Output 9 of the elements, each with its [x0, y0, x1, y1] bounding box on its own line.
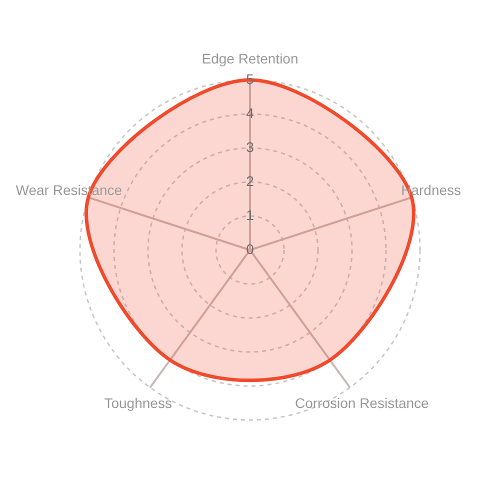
y-tick-label: 4	[246, 105, 254, 121]
y-tick-label: 5	[246, 71, 254, 87]
spoke-label: Corrosion Resistance	[294, 395, 430, 412]
y-tick-label: 1	[246, 207, 254, 223]
y-tick-label: 3	[246, 139, 254, 155]
spoke-label: Edge Retention	[202, 50, 298, 67]
spoke-label: Toughness	[104, 395, 172, 412]
y-tick-label: 2	[246, 173, 254, 189]
y-tick-label: 0	[246, 241, 254, 257]
